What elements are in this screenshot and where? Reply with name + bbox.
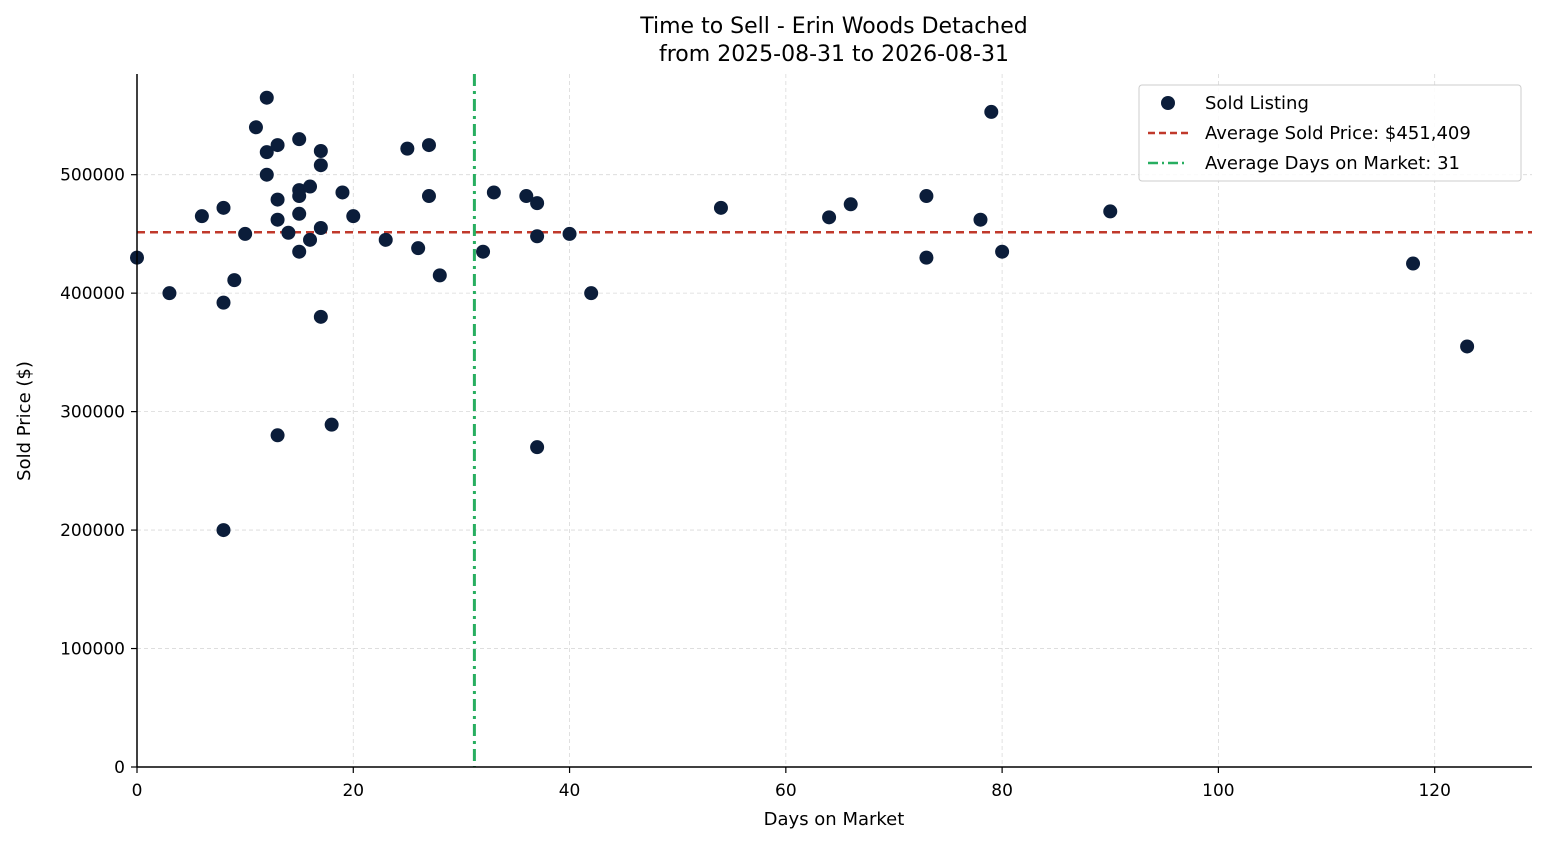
x-tick-label: 60 [775, 781, 797, 801]
chart-title: Time to Sell - Erin Woods Detached [639, 14, 1027, 39]
y-tick-label: 300000 [60, 403, 125, 423]
data-point [432, 268, 447, 283]
data-point [378, 232, 393, 247]
data-point [822, 210, 837, 225]
data-point [292, 244, 307, 259]
data-point [519, 189, 534, 204]
data-point [248, 120, 263, 135]
data-point [303, 232, 318, 247]
data-point [216, 200, 231, 215]
tick-marks: 0 20 40 60 80 100 120 0 100000 200000 300000 400000… [60, 166, 1451, 801]
data-point [486, 185, 501, 200]
data-point [313, 221, 328, 235]
y-axis-label: Sold Price ($) [14, 361, 35, 481]
data-point [270, 192, 285, 207]
data-point [530, 440, 545, 455]
grid [136, 74, 1532, 768]
data-point [530, 229, 545, 244]
x-axis-label: Days on Market [764, 809, 905, 830]
data-point [476, 244, 491, 259]
data-point [421, 138, 436, 153]
data-point [216, 523, 231, 538]
data-point [162, 286, 177, 301]
data-point [995, 244, 1010, 259]
y-tick-label: 100000 [60, 640, 125, 660]
y-tick-label: 0 [114, 758, 125, 778]
legend-label-average-days: Average Days on Market: 31 [1205, 153, 1460, 174]
x-tick-label: 120 [1418, 781, 1450, 801]
x-tick-label: 40 [559, 781, 581, 801]
legend-label-average-price: Average Sold Price: $451,409 [1205, 123, 1471, 144]
data-point [1103, 204, 1118, 219]
data-point [238, 226, 253, 241]
data-point [303, 179, 318, 194]
data-point [562, 226, 577, 241]
data-point [292, 189, 307, 204]
data-point [270, 138, 285, 153]
data-point [919, 189, 934, 204]
axes [136, 74, 1532, 768]
data-point [259, 90, 274, 105]
data-point [973, 212, 988, 227]
data-point [324, 417, 339, 432]
x-tick-label: 80 [991, 781, 1013, 801]
data-point [281, 225, 296, 240]
data-point [335, 185, 350, 200]
legend-label-sold-listing: Sold Listing [1205, 93, 1309, 114]
y-tick-label: 500000 [60, 166, 125, 186]
data-point [530, 196, 545, 211]
data-point [313, 144, 328, 158]
data-point [584, 286, 599, 301]
data-point [313, 309, 328, 324]
data-point [1406, 256, 1421, 271]
chart-subtitle: from 2025-08-31 to 2026-08-31 [659, 42, 1009, 67]
legend: Sold Listing Average Sold Price: $451,40… [1138, 84, 1522, 182]
sold-listing-points [130, 90, 1475, 538]
x-tick-label: 100 [1202, 781, 1234, 801]
data-point [216, 295, 231, 310]
x-tick-label: 0 [132, 781, 143, 801]
data-point [313, 158, 328, 173]
data-point [292, 132, 307, 147]
y-tick-label: 200000 [60, 521, 125, 541]
data-point [270, 212, 285, 227]
data-point [919, 250, 934, 265]
data-point [1460, 339, 1475, 354]
data-point [400, 141, 415, 156]
data-point [292, 206, 307, 221]
legend-marker-sold-listing [1161, 96, 1175, 110]
data-point [270, 428, 285, 443]
legend-box [1138, 84, 1522, 182]
data-point [843, 197, 858, 212]
data-point [411, 241, 426, 256]
reference-lines [137, 74, 1532, 767]
data-point [421, 189, 436, 204]
data-point [194, 209, 209, 224]
data-point [227, 273, 242, 288]
y-tick-label: 400000 [60, 284, 125, 304]
data-point [713, 200, 728, 215]
data-point [984, 104, 999, 119]
data-point [259, 145, 274, 160]
data-point [259, 167, 274, 182]
x-tick-label: 20 [342, 781, 364, 801]
data-point [346, 209, 361, 224]
